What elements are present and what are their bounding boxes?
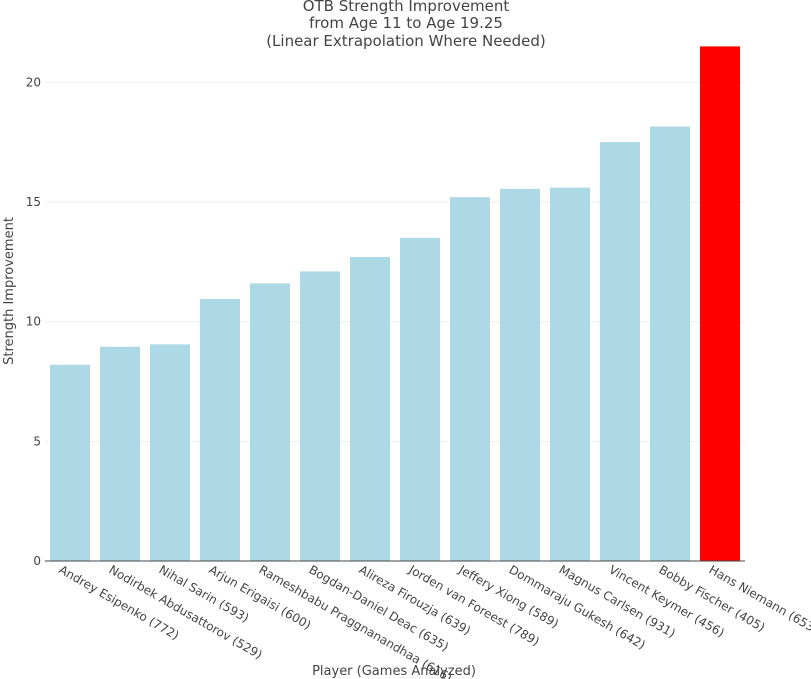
bar-11 bbox=[600, 142, 640, 561]
bar-10 bbox=[550, 187, 590, 561]
bar-2 bbox=[150, 344, 190, 561]
y-tick-label: 5 bbox=[33, 434, 41, 448]
bar-1 bbox=[100, 346, 140, 561]
bars bbox=[50, 46, 740, 562]
y-axis-ticks: 0 5 10 15 20 bbox=[26, 75, 41, 568]
y-tick-label: 0 bbox=[33, 554, 41, 568]
bar-13 bbox=[700, 46, 740, 562]
bar-7 bbox=[400, 237, 440, 561]
bar-5 bbox=[300, 271, 340, 561]
chart-title-line-2: from Age 11 to Age 19.25 bbox=[309, 14, 503, 32]
chart-title-line-3: (Linear Extrapolation Where Needed) bbox=[266, 32, 546, 50]
y-tick-label: 10 bbox=[26, 315, 41, 329]
bar-0 bbox=[50, 364, 90, 561]
y-tick-label: 15 bbox=[26, 195, 41, 209]
bar-6 bbox=[350, 257, 390, 561]
x-axis-ticks: Andrey Esipenko (772)Nodirbek Abdusattor… bbox=[57, 562, 811, 679]
y-axis-title: Strength Improvement bbox=[2, 217, 17, 365]
bar-12 bbox=[650, 126, 690, 561]
bar-8 bbox=[450, 197, 490, 561]
y-tick-label: 20 bbox=[26, 75, 41, 89]
bar-9 bbox=[500, 188, 540, 562]
x-axis-title: Player (Games Analyzed) bbox=[312, 664, 476, 679]
bar-3 bbox=[200, 298, 240, 561]
chart-title-line-1: OTB Strength Improvement bbox=[303, 0, 510, 15]
bar-4 bbox=[250, 283, 290, 561]
chart-title: OTB Strength Improvement from Age 11 to … bbox=[266, 0, 546, 50]
